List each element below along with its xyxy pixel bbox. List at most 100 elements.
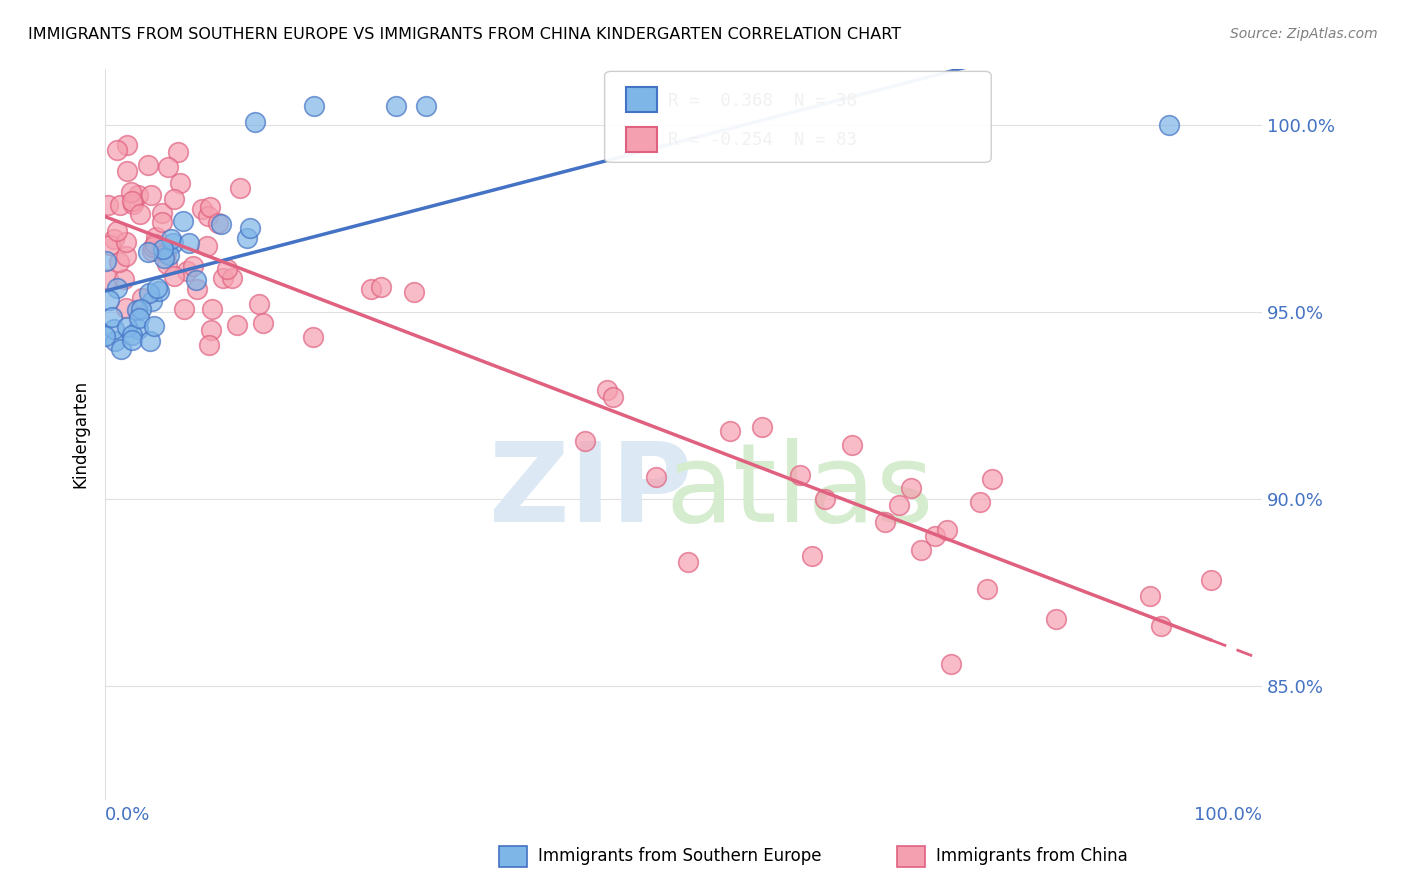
Point [602, 390, 624, 404]
Point [200, 323, 222, 337]
Point [186, 282, 208, 296]
Text: 100.0%: 100.0% [1194, 805, 1263, 824]
Point [173, 302, 195, 317]
Text: IMMIGRANTS FROM SOUTHERN EUROPE VS IMMIGRANTS FROM CHINA KINDERGARTEN CORRELATIO: IMMIGRANTS FROM SOUTHERN EUROPE VS IMMIG… [28, 27, 901, 42]
Text: ZIP: ZIP [489, 439, 693, 546]
Point [103, 232, 125, 246]
Point [136, 244, 159, 259]
Point [128, 310, 150, 325]
Point [302, 99, 325, 113]
Point [676, 555, 699, 569]
Point [136, 158, 159, 172]
Point [121, 327, 143, 342]
Text: R =  0.368  N = 38: R = 0.368 N = 38 [668, 92, 856, 110]
Point [370, 279, 392, 293]
Point [155, 245, 177, 260]
Point [718, 424, 741, 438]
Point [1199, 573, 1222, 587]
Point [969, 495, 991, 509]
Point [198, 200, 221, 214]
Point [139, 188, 162, 202]
Point [181, 259, 204, 273]
Point [127, 303, 149, 318]
Point [145, 229, 167, 244]
Point [156, 257, 179, 271]
Point [122, 197, 145, 211]
Point [247, 297, 270, 311]
Point [129, 207, 152, 221]
Point [152, 242, 174, 256]
Text: atlas: atlas [665, 439, 934, 546]
Point [873, 516, 896, 530]
Point [924, 528, 946, 542]
Point [221, 271, 243, 285]
Point [197, 209, 219, 223]
Point [229, 181, 252, 195]
Point [211, 271, 233, 285]
Point [1045, 612, 1067, 626]
Point [169, 176, 191, 190]
Point [172, 214, 194, 228]
Point [114, 301, 136, 315]
Point [415, 99, 437, 113]
Point [201, 301, 224, 316]
Point [96, 253, 118, 268]
Point [107, 224, 129, 238]
Point [141, 293, 163, 308]
Text: Source: ZipAtlas.com: Source: ZipAtlas.com [1230, 27, 1378, 41]
Point [103, 321, 125, 335]
Point [163, 268, 186, 283]
Point [751, 420, 773, 434]
Point [162, 236, 184, 251]
Point [887, 498, 910, 512]
Point [105, 144, 128, 158]
Point [162, 192, 184, 206]
Point [108, 198, 131, 212]
Point [142, 240, 165, 254]
Point [157, 248, 180, 262]
Point [239, 221, 262, 235]
Point [574, 434, 596, 448]
Point [150, 215, 173, 229]
Point [121, 333, 143, 347]
Point [167, 145, 190, 159]
Y-axis label: Kindergarten: Kindergarten [72, 379, 89, 488]
Point [184, 273, 207, 287]
Point [138, 286, 160, 301]
Point [108, 254, 131, 268]
Point [157, 160, 180, 174]
Point [935, 523, 957, 537]
Point [900, 482, 922, 496]
Point [1139, 589, 1161, 603]
Point [207, 216, 229, 230]
Point [813, 491, 835, 506]
Point [127, 322, 149, 336]
Point [148, 284, 170, 298]
Point [941, 657, 963, 672]
Point [117, 164, 139, 178]
Point [644, 470, 666, 484]
Point [115, 319, 138, 334]
Point [121, 194, 143, 208]
Point [595, 383, 617, 397]
Point [198, 338, 221, 352]
Point [236, 231, 259, 245]
Point [800, 549, 823, 563]
Point [120, 185, 142, 199]
Point [131, 302, 153, 317]
Point [115, 235, 138, 250]
Point [97, 271, 120, 285]
Point [245, 114, 267, 128]
Point [98, 238, 121, 252]
Point [404, 285, 426, 300]
Point [209, 218, 232, 232]
Point [141, 244, 163, 258]
Point [143, 237, 166, 252]
Point [105, 280, 128, 294]
Point [131, 291, 153, 305]
Text: 0.0%: 0.0% [105, 805, 150, 824]
Point [385, 99, 408, 113]
Point [115, 138, 138, 153]
Point [252, 316, 274, 330]
Point [112, 272, 135, 286]
